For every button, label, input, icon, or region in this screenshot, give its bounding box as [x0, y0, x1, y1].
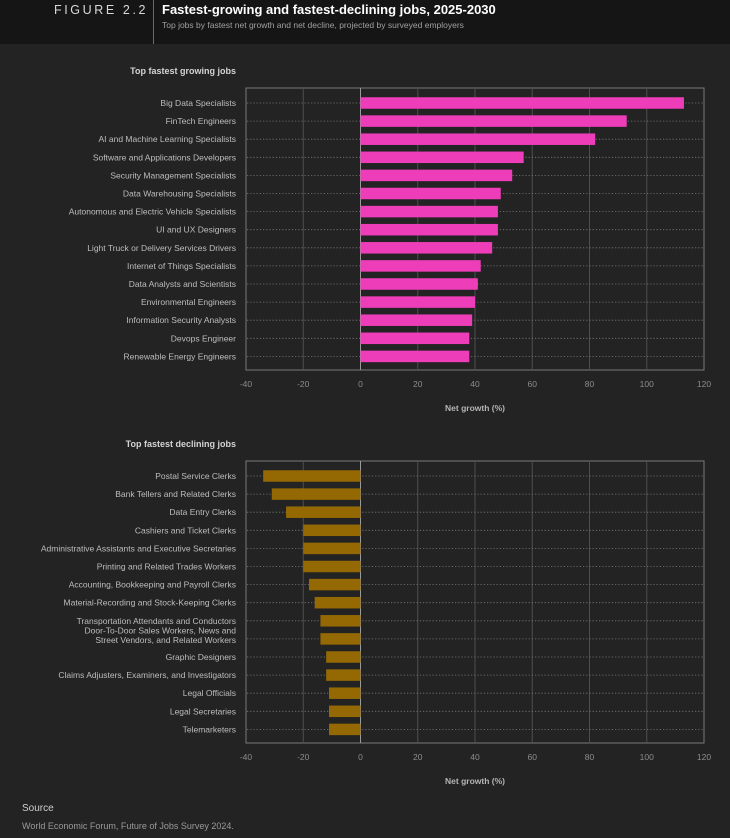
declining-x-tick-label: -20	[297, 752, 310, 762]
declining-bar	[286, 506, 361, 518]
growing-bar	[360, 278, 478, 290]
growing-bar	[360, 97, 684, 109]
growing-category-label: Software and Applications Developers	[93, 152, 236, 162]
declining-category-label: Cashiers and Ticket Clerks	[135, 525, 236, 535]
figure-subtitle: Top jobs by fastest net growth and net d…	[162, 20, 464, 30]
declining-bar	[329, 705, 361, 718]
growing-bar	[360, 350, 470, 363]
declining-bar	[326, 651, 361, 663]
declining-category-label: Claims Adjusters, Examiners, and Investi…	[58, 670, 236, 680]
growing-jobs-chart: Top fastest growing jobs -40 -20 0 20 40 60 80 1…	[69, 66, 712, 413]
growing-bar	[360, 314, 473, 326]
declining-x-tick-label: -40	[240, 752, 253, 762]
growing-category-label: Devops Engineer	[171, 333, 236, 343]
declining-category-label: Accounting, Bookkeeping and Payroll Cler…	[69, 580, 236, 590]
growing-x-tick-label: 40	[470, 379, 480, 389]
declining-category-label: Door-To-Door Sales Workers, News and Stre…	[85, 625, 237, 645]
growing-bar	[360, 296, 475, 308]
declining-bar	[320, 615, 361, 627]
declining-x-tick-label: 0	[358, 752, 363, 762]
growing-x-tick-label: 20	[413, 379, 423, 389]
declining-bar	[326, 669, 361, 681]
growing-x-axis-label: Net growth (%)	[445, 403, 505, 413]
growing-bar	[360, 187, 501, 200]
declining-category-label: Legal Officials	[183, 688, 236, 698]
growing-category-label: Information Security Analysts	[126, 315, 236, 325]
declining-bar	[303, 542, 361, 555]
growing-bar	[360, 242, 493, 254]
growing-bar	[360, 260, 481, 272]
declining-category-label: Bank Tellers and Related Clerks	[115, 489, 236, 499]
declining-category-label: Administrative Assistants and Executive …	[41, 543, 236, 553]
growing-x-tick-label: -40	[240, 379, 253, 389]
growing-category-label: AI and Machine Learning Specialists	[99, 134, 237, 144]
declining-category-label: Telemarketers	[183, 724, 236, 734]
declining-x-tick-label: 60	[528, 752, 538, 762]
declining-category-label: Material-Recording and Stock-Keeping Cle…	[64, 598, 236, 608]
growing-bar	[360, 115, 627, 127]
growing-bar	[360, 169, 513, 182]
growing-category-label: Autonomous and Electric Vehicle Speciali…	[69, 207, 236, 217]
declining-x-tick-label: 120	[697, 752, 711, 762]
declining-category-label: Legal Secretaries	[170, 706, 236, 716]
declining-jobs-chart: Top fastest declining jobs -40 -20 0 20 40 60 8…	[41, 439, 711, 786]
growing-x-tick-label: 100	[640, 379, 654, 389]
growing-x-tick-label: 0	[358, 379, 363, 389]
declining-category-label: Graphic Designers	[166, 652, 236, 662]
growing-category-label: FinTech Engineers	[166, 116, 236, 126]
declining-bar	[314, 596, 361, 609]
declining-bar	[303, 560, 361, 573]
header-divider	[153, 0, 154, 44]
declining-category-label: Transportation Attendants and Conductors	[77, 616, 236, 626]
declining-x-tick-label: 40	[470, 752, 480, 762]
growing-x-tick-label: 60	[528, 379, 538, 389]
growing-bar	[360, 133, 596, 145]
growing-category-label: Internet of Things Specialists	[127, 261, 236, 271]
declining-bar	[271, 488, 361, 500]
declining-chart-title: Top fastest declining jobs	[126, 439, 236, 449]
growing-bar	[360, 332, 470, 345]
growing-category-label: Security Management Specialists	[110, 170, 236, 180]
declining-x-axis-label: Net growth (%)	[445, 776, 505, 786]
declining-category-label: Data Entry Clerks	[169, 507, 236, 517]
figure-header: FIGURE 2.2 Fastest-growing and fastest-d…	[0, 0, 730, 44]
declining-bar	[329, 723, 361, 736]
growing-category-label: Light Truck or Delivery Services Drivers	[87, 243, 236, 253]
growing-category-label: Data Analysts and Scientists	[129, 279, 236, 289]
declining-bar	[263, 470, 361, 482]
growing-x-tick-label: 120	[697, 379, 711, 389]
declining-bar	[320, 633, 361, 645]
figure-title: Fastest-growing and fastest-declining jo…	[162, 2, 496, 17]
growing-bar	[360, 205, 498, 218]
declining-bar	[329, 687, 361, 699]
declining-x-tick-label: 100	[640, 752, 654, 762]
growing-category-label: Environmental Engineers	[141, 297, 236, 307]
declining-category-label: Postal Service Clerks	[155, 471, 236, 481]
growing-x-tick-label: -20	[297, 379, 310, 389]
growing-bar	[360, 223, 498, 236]
growing-category-label: Renewable Energy Engineers	[124, 351, 236, 361]
figure-label: FIGURE 2.2	[54, 3, 149, 17]
declining-category-label: Printing and Related Trades Workers	[97, 562, 236, 572]
declining-x-tick-label: 80	[585, 752, 595, 762]
declining-bar	[308, 578, 361, 591]
declining-bar	[303, 524, 361, 537]
growing-chart-title: Top fastest growing jobs	[130, 66, 236, 76]
source-label: Source	[22, 803, 54, 814]
source-text: World Economic Forum, Future of Jobs Sur…	[22, 821, 234, 831]
growing-category-label: Data Warehousing Specialists	[123, 189, 236, 199]
growing-x-tick-label: 80	[585, 379, 595, 389]
growing-category-label: UI and UX Designers	[156, 225, 236, 235]
growing-bar	[360, 151, 524, 164]
declining-x-tick-label: 20	[413, 752, 423, 762]
growing-category-label: Big Data Specialists	[160, 98, 236, 108]
